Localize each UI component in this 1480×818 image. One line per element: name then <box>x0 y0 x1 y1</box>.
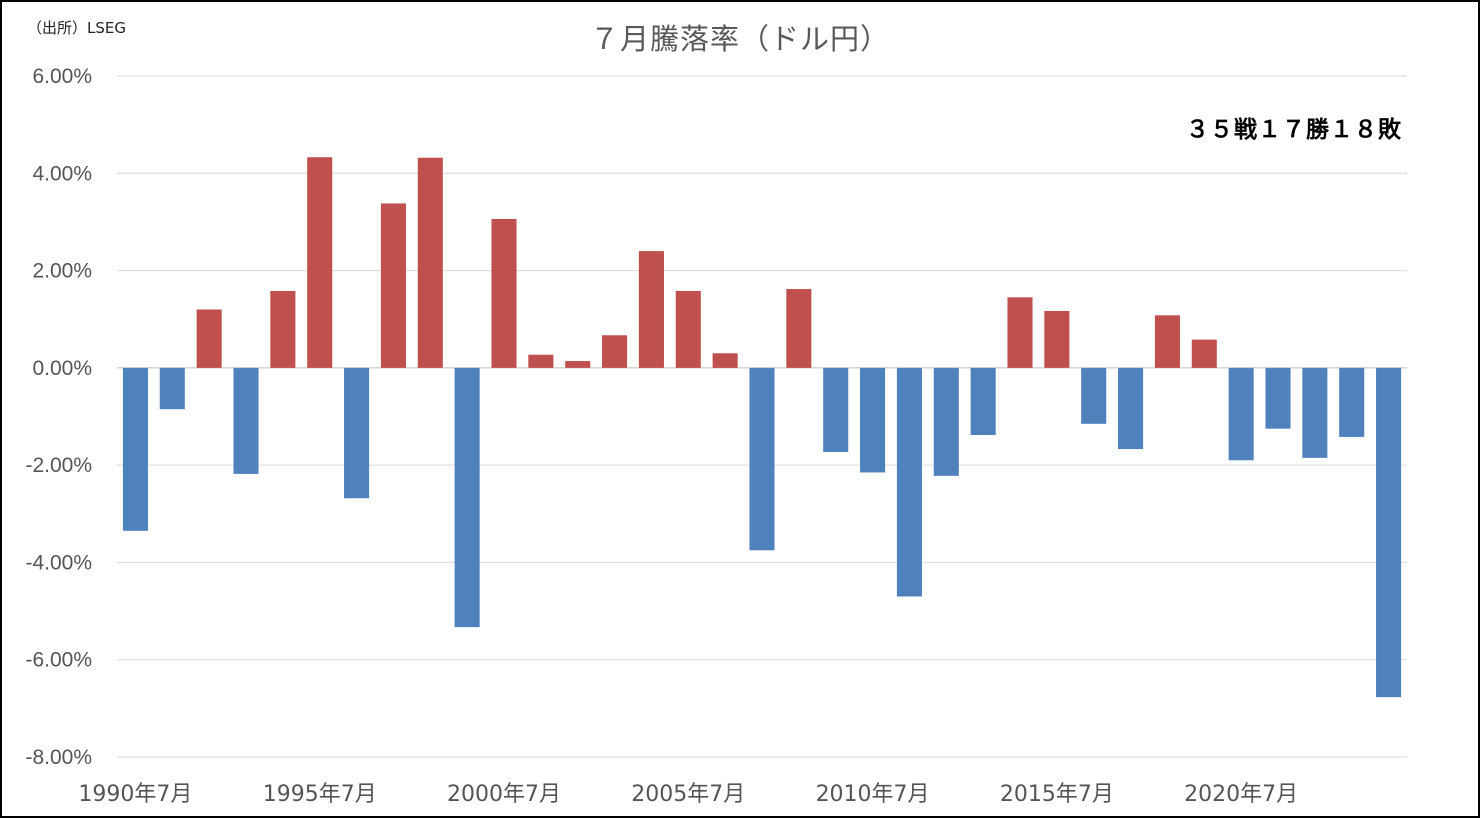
bar-2013年7月 <box>970 367 996 435</box>
bar-2010年7月 <box>860 367 886 473</box>
bar-2023年7月 <box>1339 367 1365 437</box>
bar-2012年7月 <box>933 367 959 476</box>
bar-2009年7月 <box>823 367 849 453</box>
y-tick-label: 0.00% <box>32 357 92 380</box>
bar-1994年7月 <box>270 291 296 368</box>
x-tick-label: 2020年7月 <box>1184 782 1298 807</box>
y-tick-label: 6.00% <box>32 65 92 88</box>
bars <box>122 157 1402 698</box>
x-tick-label: 1995年7月 <box>263 782 377 807</box>
bar-2007年7月 <box>749 367 775 551</box>
y-tick-label: -8.00% <box>25 746 92 769</box>
bar-2002年7月 <box>565 361 591 368</box>
bar-2022年7月 <box>1302 367 1328 458</box>
bar-1993年7月 <box>233 367 259 474</box>
y-axis-ticks: 6.00% 4.00% 2.00% 0.00% -2.00% -4.00% -6.00% -8… <box>25 65 92 769</box>
bar-2014年7月 <box>1007 297 1033 368</box>
bar-2005年7月 <box>675 291 701 368</box>
y-tick-label: -6.00% <box>25 649 92 672</box>
y-tick-label: 4.00% <box>32 162 92 185</box>
bar-2003年7月 <box>602 335 628 368</box>
bar-1991年7月 <box>159 367 185 410</box>
x-tick-label: 2005年7月 <box>631 782 745 807</box>
bar-1996年7月 <box>344 367 370 499</box>
bar-2024年7月 <box>1376 367 1402 698</box>
bar-1998年7月 <box>417 157 443 368</box>
y-tick-label: -2.00% <box>25 454 92 477</box>
bar-2000年7月 <box>491 219 517 368</box>
source-label: （出所）LSEG <box>27 19 126 37</box>
bar-2016年7月 <box>1081 367 1107 424</box>
bar-2004年7月 <box>638 251 664 368</box>
x-tick-label: 2000年7月 <box>447 782 561 807</box>
bar-2019年7月 <box>1191 339 1217 368</box>
bar-2015年7月 <box>1044 310 1070 368</box>
bar-2020年7月 <box>1228 367 1254 461</box>
bar-2001年7月 <box>528 354 554 368</box>
bar-2021年7月 <box>1265 367 1291 429</box>
bar-1992年7月 <box>196 309 222 368</box>
y-tick-label: 2.00% <box>32 260 92 283</box>
bar-2006年7月 <box>712 353 738 368</box>
x-axis-ticks: 1990年7月 1995年7月 2000年7月 2005年7月 2010年7月 2015年… <box>78 782 1298 807</box>
bar-2011年7月 <box>896 367 922 597</box>
record-annotation: ３５戦１７勝１８敗 <box>1186 117 1402 143</box>
bar-2017年7月 <box>1118 367 1144 450</box>
bar-1997年7月 <box>380 203 406 368</box>
bar-2008年7月 <box>786 289 812 368</box>
chart-title: ７月騰落率（ドル円） <box>589 22 890 56</box>
x-tick-label: 2010年7月 <box>816 782 930 807</box>
bar-1990年7月 <box>122 367 148 531</box>
bar-2018年7月 <box>1154 315 1180 368</box>
x-tick-label: 2015年7月 <box>1000 782 1114 807</box>
bar-1995年7月 <box>307 157 333 368</box>
x-tick-label: 1990年7月 <box>78 782 192 807</box>
bar-1999年7月 <box>454 367 480 628</box>
y-tick-label: -4.00% <box>25 551 92 574</box>
